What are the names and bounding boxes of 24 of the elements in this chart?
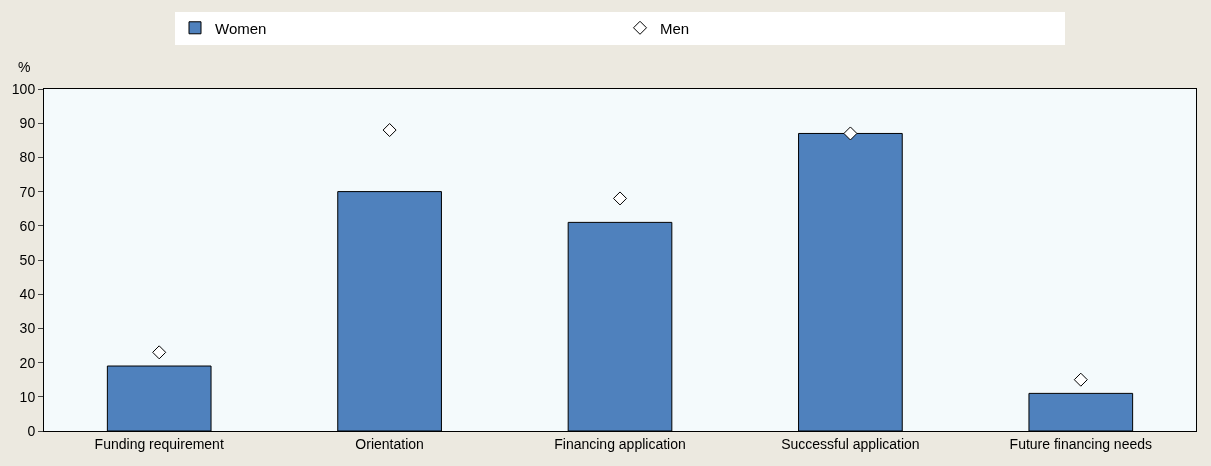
point bbox=[613, 191, 627, 206]
y-tick-label: 100 bbox=[11, 80, 36, 97]
y-tick-label: 90 bbox=[19, 115, 36, 132]
point bbox=[382, 123, 397, 138]
y-tick-label: 40 bbox=[19, 286, 36, 303]
y-tick-label: 60 bbox=[19, 217, 36, 234]
x-tick-label: Financing application bbox=[554, 435, 686, 452]
y-tick-label: 50 bbox=[19, 251, 36, 268]
legend-label: Women bbox=[215, 19, 267, 37]
legend-label: Men bbox=[660, 19, 690, 37]
x-tick-label: Successful application bbox=[781, 435, 920, 452]
y-tick-label: 80 bbox=[19, 149, 36, 166]
x-tick-label: Orientation bbox=[355, 435, 424, 452]
x-tick-label: Future financing needs bbox=[1009, 435, 1153, 452]
point bbox=[1073, 372, 1088, 387]
y-tick-label: 70 bbox=[19, 183, 36, 200]
x-tick-label: Funding requirement bbox=[94, 435, 224, 452]
y-axis-title: % bbox=[18, 59, 31, 75]
y-tick-label: 20 bbox=[19, 354, 36, 371]
y-tick-label: 0 bbox=[27, 422, 36, 439]
point bbox=[152, 345, 167, 360]
point bbox=[843, 126, 858, 141]
y-tick-label: 30 bbox=[19, 320, 36, 337]
y-tick-label: 10 bbox=[19, 388, 36, 405]
